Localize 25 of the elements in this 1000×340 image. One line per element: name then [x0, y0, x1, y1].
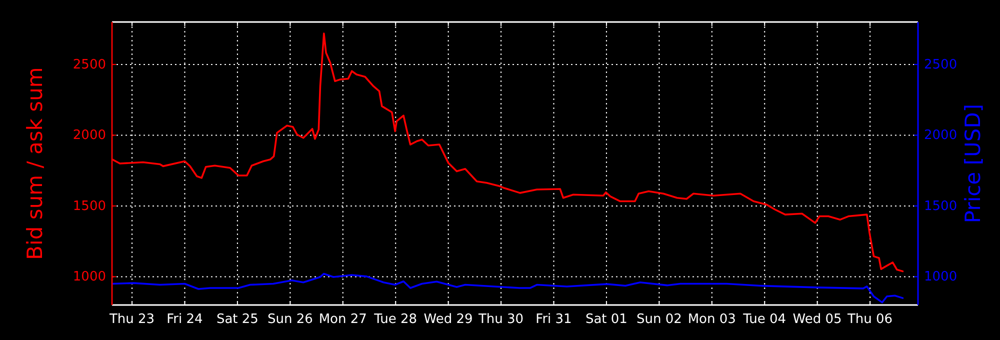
y2-tick-label: 1000 [924, 270, 958, 285]
y-tick-label: 2500 [72, 57, 106, 72]
x-tick-label: Fri 31 [536, 312, 572, 327]
y2-tick-label: 2000 [924, 128, 958, 144]
y2-axis-title: Price [USD] [961, 104, 985, 224]
y-axis-title: Bid sum / ask sum [23, 67, 47, 260]
x-tick-label: Mon 03 [688, 312, 736, 327]
x-tick-label: Wed 29 [424, 312, 473, 327]
x-tick-label: Fri 24 [166, 312, 203, 327]
x-tick-label: Wed 05 [792, 312, 842, 327]
x-tick-label: Thu 30 [477, 312, 524, 327]
x-tick-label: Mon 27 [318, 312, 367, 327]
y-tick-label: 1000 [72, 270, 106, 285]
x-tick-label: Sun 26 [267, 312, 313, 327]
x-tick-label: Tue 28 [373, 312, 418, 327]
x-tick-label: Thu 23 [108, 312, 155, 327]
y2-tick-label: 1500 [924, 198, 958, 214]
x-tick-label: Tue 04 [742, 312, 786, 327]
x-tick-label: Sat 01 [585, 312, 628, 327]
y-tick-label: 1500 [72, 198, 106, 214]
x-tick-label: Thu 06 [846, 312, 893, 327]
y2-tick-label: 2500 [924, 57, 958, 72]
y-tick-label: 2000 [72, 128, 106, 144]
x-tick-label: Sun 02 [636, 312, 682, 327]
x-tick-label: Sat 25 [216, 312, 258, 327]
